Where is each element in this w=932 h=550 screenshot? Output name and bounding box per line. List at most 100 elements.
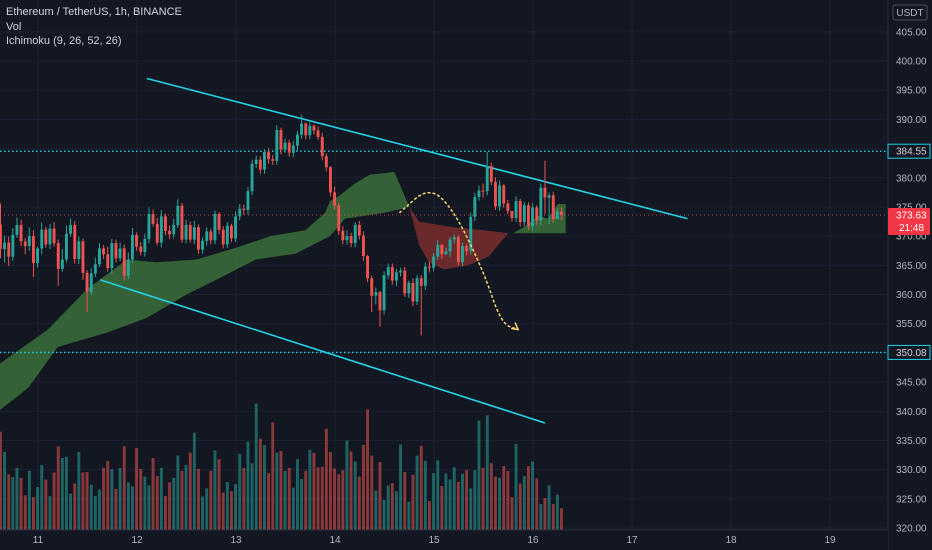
time-tick-label: 13 <box>230 535 242 546</box>
projection-arrowhead <box>511 322 520 331</box>
candle-body <box>333 192 336 206</box>
candle-body <box>118 248 122 259</box>
volume-bar <box>139 469 143 530</box>
volume-bar <box>48 495 52 530</box>
volume-bar <box>522 476 526 530</box>
candle-body <box>209 231 213 241</box>
volume-bar <box>225 481 229 530</box>
candle-body <box>300 123 303 135</box>
trend-channel[interactable] <box>100 77 688 424</box>
candle-body <box>370 278 374 296</box>
candle-body <box>291 145 295 153</box>
volume-bar <box>477 420 481 530</box>
price-tick-label: 355.00 <box>896 319 927 330</box>
time-axis[interactable]: 11 12 13 14 15 16 17 18 19 <box>0 529 888 550</box>
volume-bar <box>197 469 200 530</box>
candle-body <box>531 207 534 227</box>
candle-body <box>452 237 456 240</box>
volume-bar <box>287 467 291 530</box>
volume-bar <box>353 461 357 530</box>
candle-body <box>238 208 242 217</box>
candle-body <box>3 242 6 249</box>
candle-body <box>164 216 167 231</box>
candle-body <box>399 270 402 273</box>
volume-bars <box>0 403 563 530</box>
volume-bar <box>333 468 336 530</box>
volume-bar <box>320 466 324 530</box>
candle-body <box>221 229 225 245</box>
volume-bar <box>304 470 308 530</box>
level-badge-label: 350.08 <box>896 348 927 359</box>
volume-bar <box>527 466 530 530</box>
ichimoku-indicator-label[interactable]: Ichimoku (9, 26, 52, 26) <box>6 35 122 47</box>
candle-body <box>0 224 2 249</box>
volume-bar <box>390 483 394 530</box>
volume-bar <box>316 467 320 530</box>
volume-bar <box>143 476 147 530</box>
candle-body <box>271 159 275 161</box>
candle-body <box>543 187 547 198</box>
price-tick-label: 395.00 <box>896 86 927 97</box>
candle-body <box>436 244 440 257</box>
candle-body <box>19 225 23 242</box>
volume-bar <box>296 459 299 530</box>
candle-body <box>432 256 435 268</box>
symbol-title[interactable]: Ethereum / TetherUS, 1h, BINANCE <box>6 6 182 18</box>
volume-bar <box>85 472 89 530</box>
candle-body <box>250 163 254 192</box>
candle-body <box>494 181 497 207</box>
currency-box <box>892 4 928 21</box>
countdown-label: 21:48 <box>899 223 924 234</box>
candle-body <box>52 228 56 244</box>
projection-path <box>398 191 519 331</box>
volume-bar <box>184 465 188 530</box>
candle-body <box>110 243 114 269</box>
volume-bar <box>19 477 23 530</box>
candle-body <box>469 216 473 251</box>
volume-bar <box>432 473 435 530</box>
candle-body <box>527 205 530 227</box>
candle-body <box>353 225 357 244</box>
candle-body <box>465 246 468 251</box>
volume-bar <box>242 467 246 530</box>
candle-body <box>555 211 559 220</box>
volume-bar <box>403 472 407 530</box>
projection-arrow[interactable] <box>398 191 520 331</box>
candle-body <box>337 205 341 231</box>
volume-bar <box>329 452 332 530</box>
volume-bar <box>428 501 431 530</box>
candle-body <box>316 130 320 137</box>
candle-body <box>151 214 155 224</box>
candle-body <box>147 214 151 240</box>
volume-bar <box>11 477 15 530</box>
price-axis[interactable]: USDT405.00400.00395.00390.00385.00380.00… <box>887 0 932 550</box>
candle-body <box>510 211 514 218</box>
candle-body <box>411 282 415 302</box>
volume-bar <box>271 422 275 530</box>
volume-bar <box>370 455 374 530</box>
price-tick-label: 330.00 <box>896 465 927 476</box>
time-tick-label: 12 <box>131 535 143 546</box>
volume-bar <box>122 446 126 530</box>
price-tick-label: 345.00 <box>896 378 927 389</box>
volume-bar <box>469 488 473 530</box>
volume-bar <box>52 472 56 530</box>
candle-body <box>122 248 126 276</box>
volume-bar <box>494 476 497 530</box>
candle-body <box>11 235 15 257</box>
time-tick-label: 14 <box>329 535 341 546</box>
candle-body <box>27 236 31 246</box>
candle-body <box>36 248 39 263</box>
volume-bar <box>436 460 440 530</box>
volume-indicator-label[interactable]: Vol <box>6 20 22 33</box>
candle-body <box>498 185 501 207</box>
volume-bar <box>498 477 501 530</box>
volume-bar <box>341 470 345 530</box>
volume-bar <box>300 479 303 530</box>
candle-body <box>32 236 35 263</box>
volume-bar <box>60 458 64 530</box>
candle-body <box>114 243 118 259</box>
volume-bar <box>3 452 6 530</box>
candle-body <box>159 216 163 243</box>
